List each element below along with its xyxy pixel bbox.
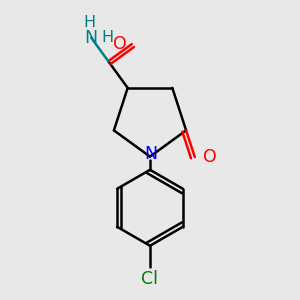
Text: N: N (85, 29, 98, 47)
Text: H: H (101, 30, 113, 45)
Text: O: O (113, 35, 127, 53)
Text: H: H (83, 15, 96, 30)
Text: Cl: Cl (142, 270, 158, 288)
Text: O: O (203, 148, 217, 166)
Text: N: N (144, 145, 158, 163)
